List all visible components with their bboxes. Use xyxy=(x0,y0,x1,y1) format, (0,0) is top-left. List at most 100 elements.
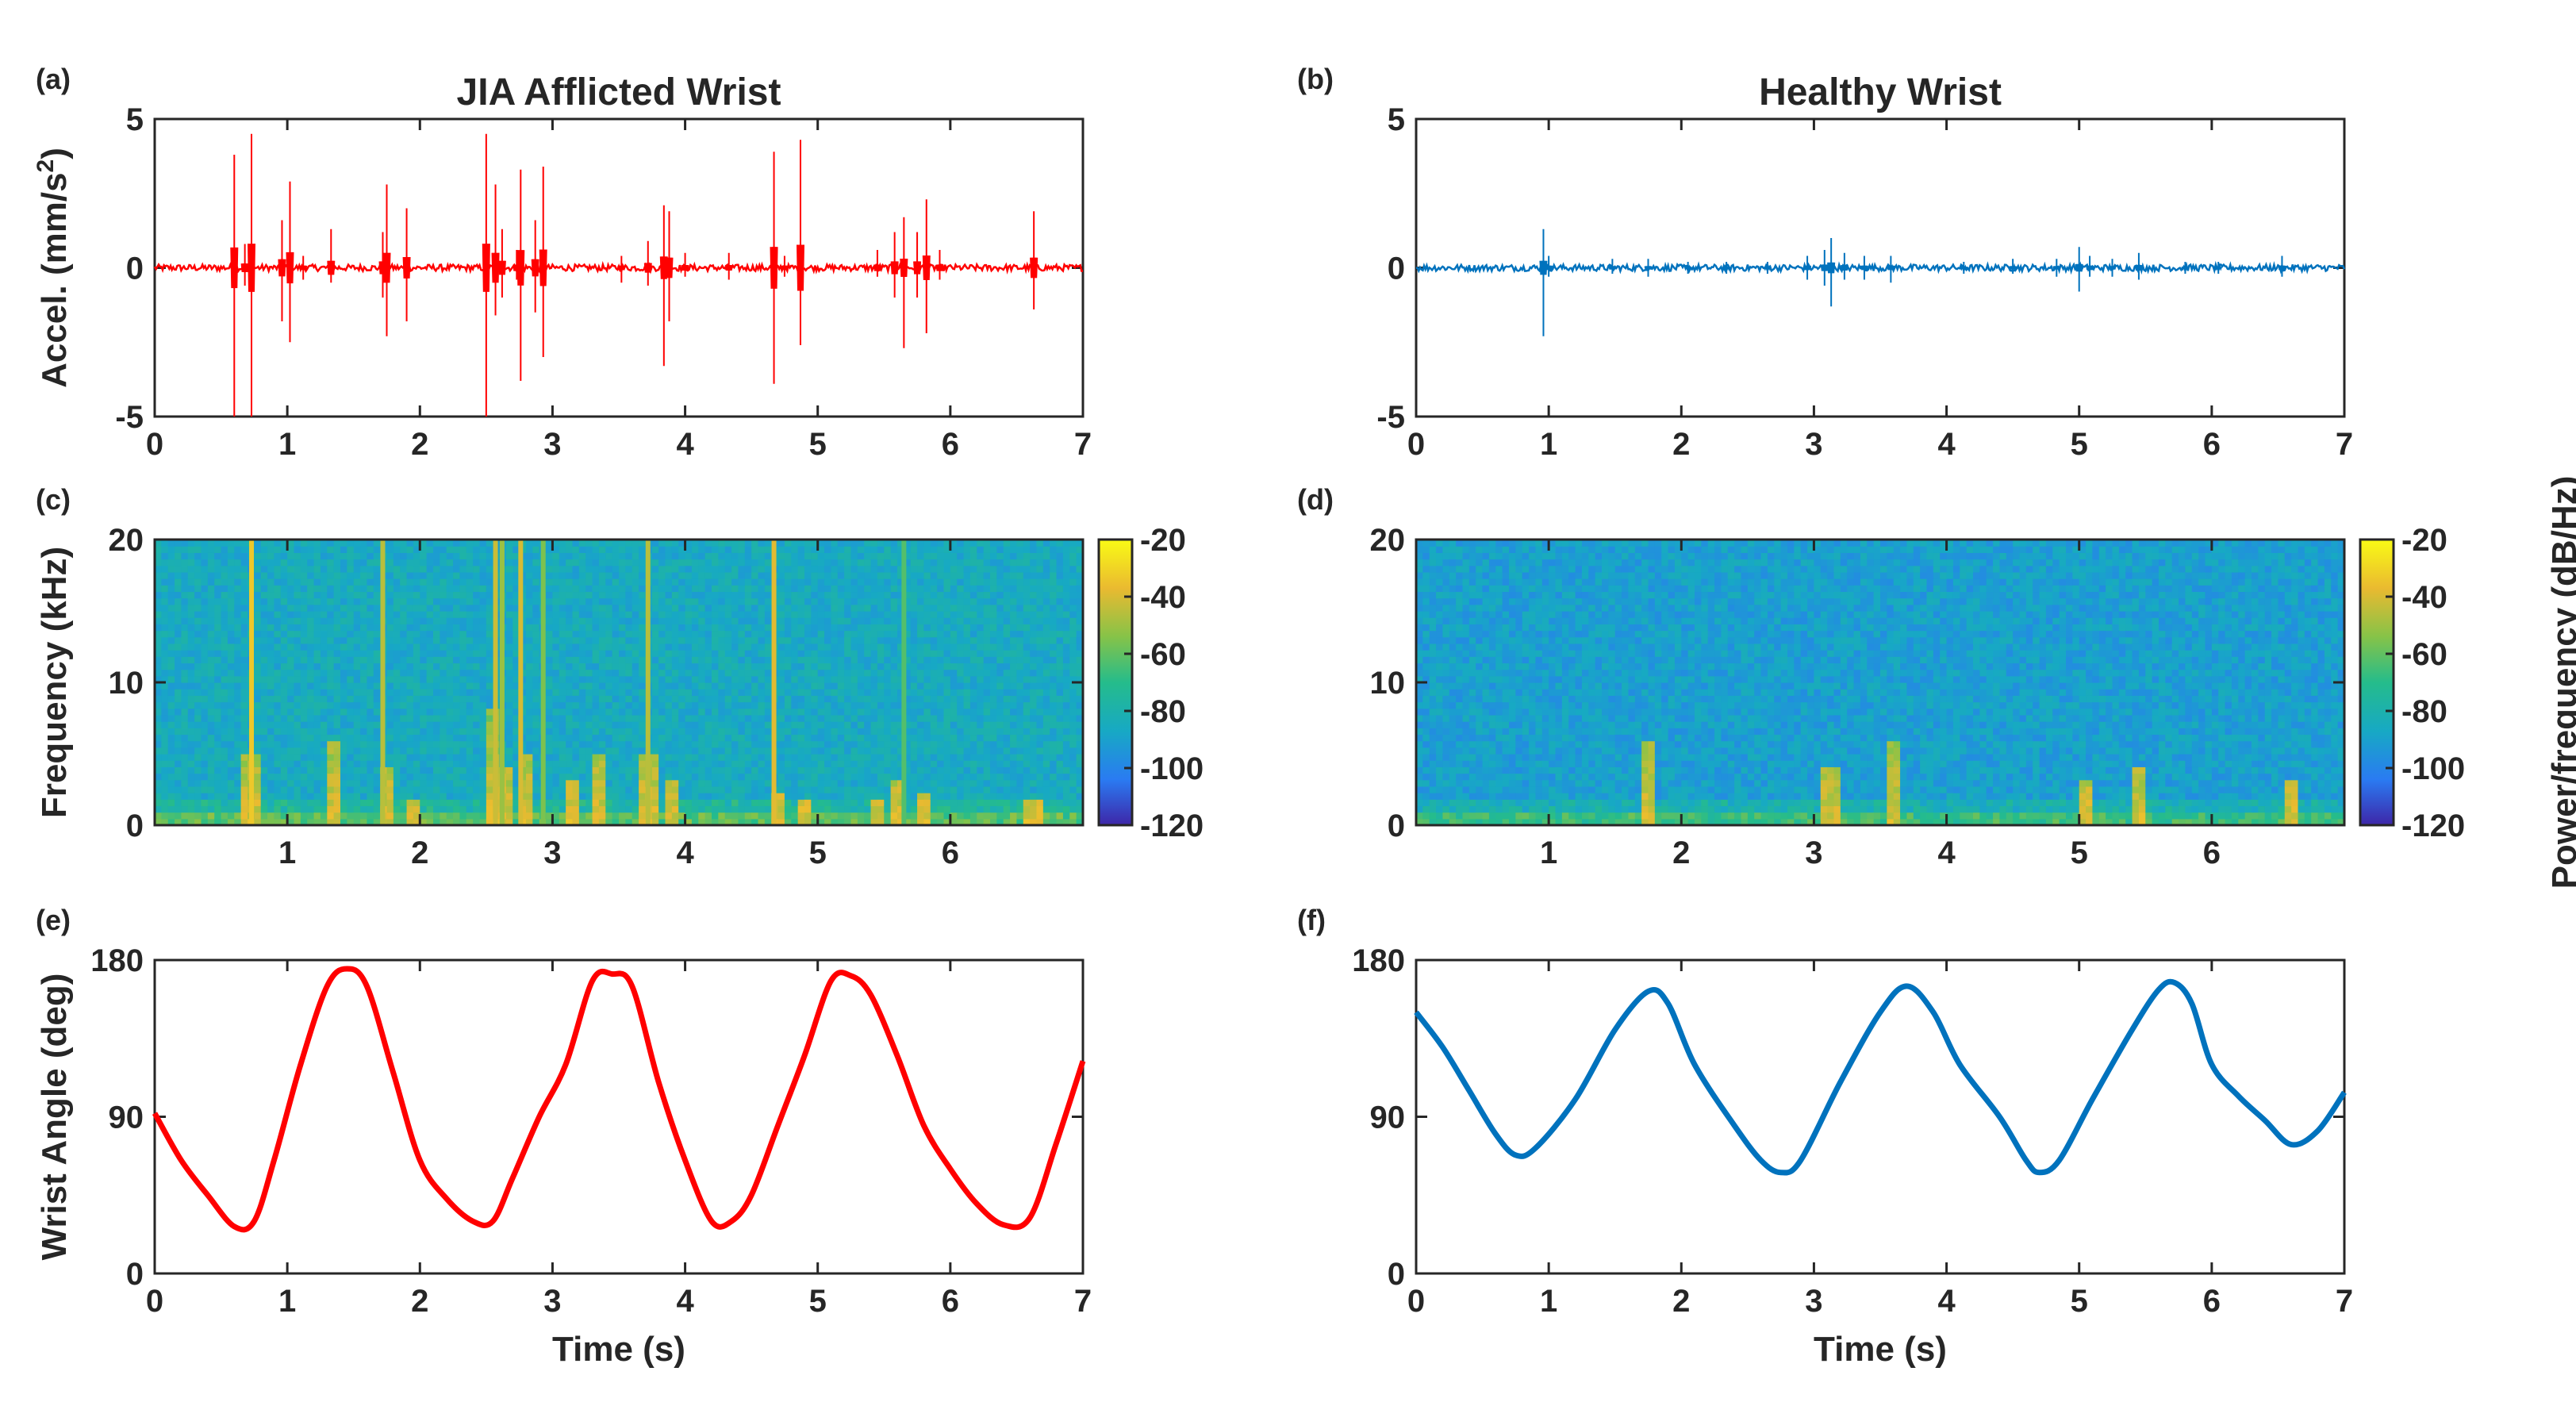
spectrogram-cell xyxy=(214,624,222,632)
spectrogram-cell xyxy=(738,571,746,579)
spectrogram-cell xyxy=(784,760,792,767)
spectrogram-cell xyxy=(294,773,301,781)
spectrogram-cell xyxy=(433,611,440,618)
spectrogram-cell xyxy=(327,663,335,670)
spectrogram-cell xyxy=(552,585,560,593)
spectrogram-cell xyxy=(718,714,726,722)
spectrogram-cell xyxy=(373,805,381,813)
spectrogram-cell xyxy=(420,571,428,579)
spectrogram-cell xyxy=(777,597,785,605)
spectrogram-cell xyxy=(400,701,408,709)
spectrogram-cell xyxy=(619,624,626,632)
spectrogram-cell xyxy=(347,760,355,767)
spectrogram-cell xyxy=(691,689,699,696)
spectrogram-cell xyxy=(333,675,341,683)
spectrogram-cell xyxy=(671,669,679,677)
spectrogram-cell xyxy=(280,630,288,638)
spectrogram-cell xyxy=(227,565,235,573)
spectrogram-cell xyxy=(857,786,865,793)
spectrogram-cell xyxy=(393,754,401,761)
spectrogram-cell xyxy=(824,591,832,599)
spectrogram-cell xyxy=(201,643,209,651)
spectrogram-cell xyxy=(532,779,540,787)
spectrogram-cell xyxy=(327,805,335,813)
spectrogram-cell xyxy=(353,591,361,599)
spectrogram-cell xyxy=(227,793,235,800)
spectrogram-cell xyxy=(685,773,693,781)
spectrogram-cell xyxy=(420,585,428,593)
spectrogram-cell xyxy=(731,714,739,722)
spectrogram-cell xyxy=(360,793,368,800)
spectrogram-cell xyxy=(804,571,812,579)
spectrogram-cell xyxy=(744,604,752,612)
spectrogram-cell xyxy=(453,571,461,579)
spectrogram-cell xyxy=(566,611,574,618)
spectrogram-cell xyxy=(333,611,341,618)
spectrogram-cell xyxy=(698,786,706,793)
spectrogram-cell xyxy=(552,643,560,651)
spectrogram-cell xyxy=(320,701,328,709)
spectrogram-cell xyxy=(704,818,712,826)
spectrogram-cell xyxy=(712,754,719,761)
spectrogram-cell xyxy=(426,559,434,567)
spectrogram-cell xyxy=(844,747,852,755)
spectrogram-cell xyxy=(167,604,175,612)
spectrogram-cell xyxy=(300,740,308,748)
spectrogram-cell xyxy=(201,636,209,644)
spectrogram-cell xyxy=(744,714,752,722)
spectrogram-cell xyxy=(658,675,666,683)
spectrogram-cell xyxy=(712,682,719,689)
spectrogram-cell xyxy=(187,701,195,709)
spectrogram-cell xyxy=(287,773,295,781)
spectrogram-cell xyxy=(811,793,819,800)
spectrogram-cell xyxy=(731,597,739,605)
spectrogram-cell xyxy=(340,779,347,787)
spectrogram-cell xyxy=(459,747,467,755)
spectrogram-cell xyxy=(207,565,215,573)
spectrogram-cell xyxy=(420,669,428,677)
spectrogram-cell xyxy=(685,630,693,638)
spectrogram-cell xyxy=(240,656,248,664)
spectrogram-cell xyxy=(784,624,792,632)
spectrogram-cell xyxy=(685,617,693,624)
spectrogram-cell xyxy=(632,559,639,567)
spectrogram-cell xyxy=(784,578,792,586)
spectrogram-cell xyxy=(201,773,209,781)
spectrogram-cell xyxy=(413,571,420,579)
spectrogram-cell xyxy=(420,786,428,793)
spectrogram-cell xyxy=(632,643,639,651)
spectrogram-cell xyxy=(864,565,872,573)
spectrogram-cell xyxy=(353,663,361,670)
spectrogram-cell xyxy=(811,663,819,670)
spectrogram-cell xyxy=(360,747,368,755)
spectrogram-cell xyxy=(619,734,626,742)
spectrogram-cell xyxy=(671,766,679,774)
spectrogram-cell xyxy=(824,805,832,813)
spectrogram-cell xyxy=(724,812,732,820)
spectrogram-cell xyxy=(566,636,574,644)
spectrogram-cell xyxy=(446,650,454,657)
spectrogram-cell xyxy=(698,695,706,703)
spectrogram-cell xyxy=(400,689,408,696)
spectrogram-cell xyxy=(678,818,686,826)
spectrogram-cell xyxy=(850,636,858,644)
spectrogram-cell xyxy=(864,721,872,728)
spectrogram-cell xyxy=(704,747,712,755)
spectrogram-cell xyxy=(194,754,202,761)
spectrogram-cell xyxy=(844,805,852,813)
spectrogram-cell xyxy=(274,630,282,638)
spectrogram-cell xyxy=(671,701,679,709)
spectrogram-cell xyxy=(446,669,454,677)
spectrogram-cell xyxy=(857,578,865,586)
spectrogram-cell xyxy=(824,597,832,605)
spectrogram-cell xyxy=(367,754,374,761)
spectrogram-cell xyxy=(744,663,752,670)
spectrogram-cell xyxy=(691,617,699,624)
spectrogram-cell xyxy=(221,799,228,807)
spectrogram-cell xyxy=(333,656,341,664)
spectrogram-cell xyxy=(280,695,288,703)
spectrogram-cell xyxy=(167,559,175,567)
spectrogram-cell xyxy=(459,734,467,742)
spectrogram-cell xyxy=(240,766,248,774)
spectrogram-cell xyxy=(486,734,493,742)
